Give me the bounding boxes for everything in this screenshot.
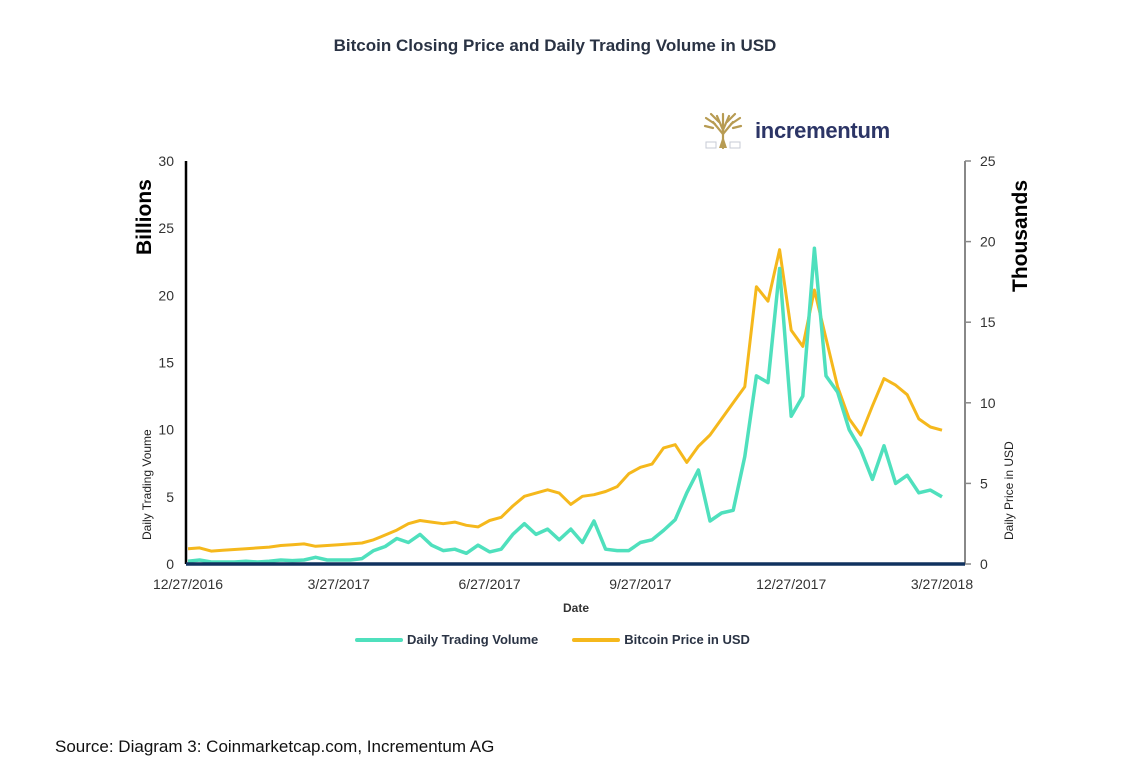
x-tick-label: 6/27/2017: [458, 576, 520, 592]
right-tick-label: 0: [980, 556, 988, 572]
x-tick-label: 9/27/2017: [609, 576, 671, 592]
legend-label-price: Bitcoin Price in USD: [624, 632, 750, 647]
left-tick-label: 20: [158, 287, 174, 303]
left-tick-label: 15: [158, 355, 174, 371]
right-axis-ticks: 0 5 10 15 20 25: [965, 153, 996, 572]
incrementum-logo: incrementum: [703, 112, 890, 150]
legend-swatch-price: [572, 637, 621, 642]
left-tick-label: 10: [158, 422, 174, 438]
x-tick-label: 12/27/2017: [756, 576, 826, 592]
right-tick-label: 20: [980, 234, 996, 250]
series-line-volume: [187, 246, 943, 564]
tree-logo-icon: [703, 112, 743, 150]
right-axis-title: Daily Price in USD: [1002, 441, 1016, 540]
x-axis-title: Date: [563, 601, 589, 615]
left-tick-label: 5: [166, 489, 174, 505]
x-tick-label: 3/27/2018: [911, 576, 973, 592]
x-axis-ticks: 12/27/2016 3/27/2017 6/27/2017 9/27/2017 12/…: [153, 576, 973, 592]
left-axis-title: Daily Trading Voume: [140, 429, 154, 540]
legend-item-volume: Daily Trading Volume: [355, 632, 538, 647]
legend-swatch-volume: [355, 637, 403, 642]
x-tick-label: 12/27/2016: [153, 576, 223, 592]
legend-item-price: Bitcoin Price in USD: [572, 632, 750, 647]
left-unit-label: Billions: [133, 179, 156, 255]
legend-label-volume: Daily Trading Volume: [407, 632, 539, 647]
left-axis-ticks: 0 5 10 15 20 25 30: [158, 153, 174, 572]
source-note: Source: Diagram 3: Coinmarketcap.com, In…: [55, 737, 495, 756]
series-line-price: [187, 248, 943, 553]
legend: Daily Trading Volume Bitcoin Price in US…: [355, 632, 780, 647]
right-tick-label: 5: [980, 475, 988, 491]
right-tick-label: 15: [980, 314, 996, 330]
logo-text: incrementum: [755, 118, 890, 143]
x-tick-label: 3/27/2017: [308, 576, 370, 592]
right-unit-label: Thousands: [1009, 180, 1032, 292]
chart-title: Bitcoin Closing Price and Daily Trading …: [333, 36, 777, 55]
right-tick-label: 10: [980, 395, 996, 411]
left-tick-label: 0: [166, 556, 174, 572]
left-tick-label: 25: [158, 220, 174, 236]
left-tick-label: 30: [158, 153, 174, 169]
right-tick-label: 25: [980, 153, 996, 169]
